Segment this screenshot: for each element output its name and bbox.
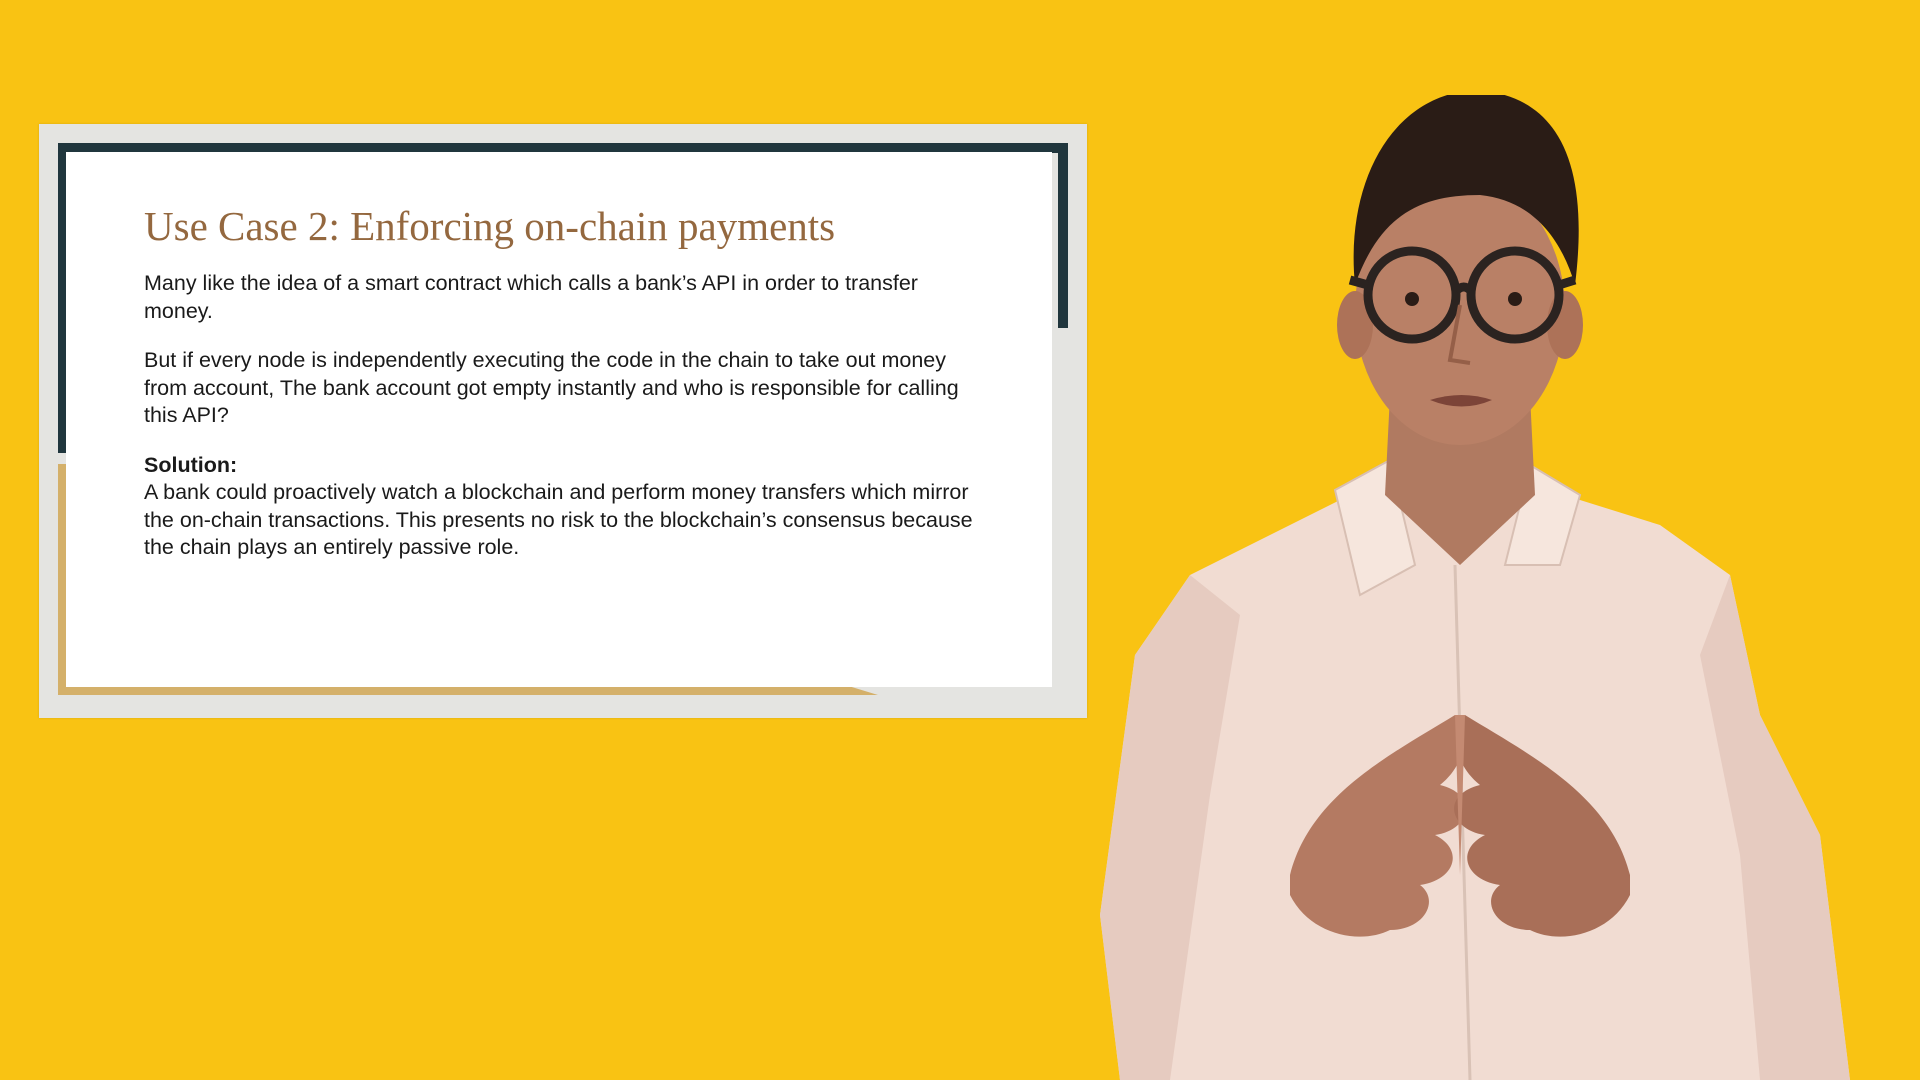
slide-paragraph-1: Many like the idea of a smart contract w… <box>144 271 918 323</box>
presenter-mouth <box>1430 395 1492 407</box>
solution-text: A bank could proactively watch a blockch… <box>144 480 973 559</box>
slide-frame-gold-bottom-bar <box>58 685 878 695</box>
solution-block: Solution: A bank could proactively watch… <box>144 452 984 562</box>
presenter-glasses <box>1348 246 1577 344</box>
slide-page: Use Case 2: Enforcing on-chain payments … <box>66 152 1052 687</box>
presenter-photo <box>1060 95 1880 1080</box>
presenter-neck <box>1385 395 1535 565</box>
slide-paragraph-2: But if every node is independently execu… <box>144 348 959 427</box>
slide-frame-top-bar <box>58 143 1068 153</box>
slide-frame-right-bar <box>1058 143 1068 328</box>
presenter-illustration <box>1100 95 1850 1080</box>
slide-title: Use Case 2: Enforcing on-chain payments <box>144 203 836 249</box>
presenter-hands <box>1290 715 1630 937</box>
slide-frame-gold-left-bar <box>58 464 68 695</box>
presentation-slide: Use Case 2: Enforcing on-chain payments … <box>39 124 1087 718</box>
presenter-hair <box>1353 95 1579 285</box>
solution-label: Solution: <box>144 452 238 477</box>
slide-body: Many like the idea of a smart contract w… <box>144 270 984 562</box>
slide-frame-left-bar <box>58 143 68 453</box>
